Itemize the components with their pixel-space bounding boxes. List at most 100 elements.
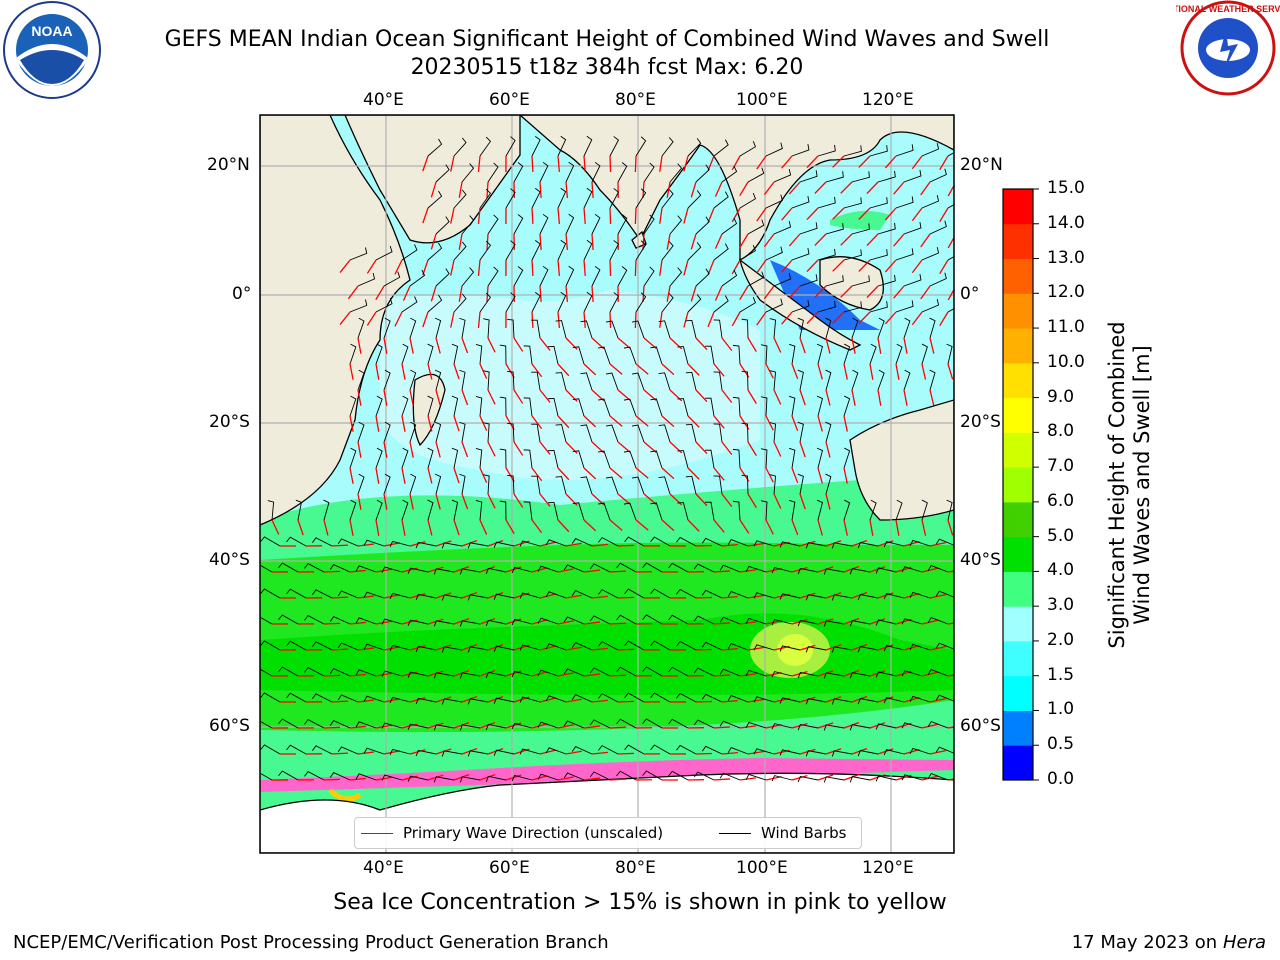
wind-barb (483, 474, 490, 495)
wave-direction-arrow (713, 467, 725, 481)
wind-barb (571, 590, 593, 599)
wave-direction-arrow (375, 724, 392, 729)
wave-direction-arrow (695, 493, 708, 507)
wind-barb (505, 292, 516, 313)
wind-barb (598, 398, 611, 417)
wind-barb (557, 187, 567, 209)
wave-direction-arrow (921, 723, 938, 729)
wind-barb (311, 641, 333, 651)
wind-barb (355, 721, 377, 729)
wind-barb (304, 615, 325, 625)
wave-direction-arrow (666, 181, 671, 198)
wind-barb (479, 136, 492, 157)
wind-barb (843, 145, 862, 157)
wind-barb (505, 188, 516, 209)
wind-barb (357, 473, 365, 495)
wind-barb (545, 643, 567, 651)
wind-barb (741, 318, 749, 339)
wind-barb (363, 539, 385, 547)
wind-barb (531, 423, 541, 443)
wave-direction-arrow (713, 363, 725, 377)
wind-barb (843, 249, 862, 261)
wave-direction-arrow (858, 311, 871, 324)
wave-direction-arrow (956, 390, 961, 405)
wave-direction-arrow (531, 415, 543, 430)
wind-barb (295, 499, 302, 521)
wave-direction-arrow (920, 181, 931, 196)
wind-barb (260, 772, 273, 781)
wave-direction-arrow (635, 363, 649, 375)
wind-barb (409, 269, 426, 287)
wind-barb (433, 724, 455, 731)
wave-direction-arrow (531, 567, 548, 573)
wind-barb (789, 499, 796, 521)
wave-direction-arrow (583, 519, 597, 532)
wind-barb (779, 541, 801, 548)
wind-barb (479, 188, 492, 209)
wind-barb (816, 447, 823, 469)
wave-direction-arrow (557, 311, 561, 328)
wind-barb (747, 167, 765, 183)
wave-direction-arrow (479, 669, 496, 677)
wave-direction-arrow (781, 155, 793, 169)
wave-direction-arrow (666, 285, 671, 302)
wind-barb (461, 215, 475, 235)
wind-barb (739, 244, 756, 261)
wave-direction-arrow (695, 389, 708, 403)
wind-barb (427, 499, 434, 521)
wave-direction-arrow (714, 233, 723, 249)
wind-barb (791, 195, 810, 209)
wave-direction-arrow (763, 285, 775, 300)
wind-barb (434, 317, 442, 339)
wave-direction-arrow (921, 567, 938, 573)
wind-barb (903, 169, 922, 183)
wave-direction-arrow (331, 648, 349, 651)
wind-barb (548, 449, 559, 469)
colorbar-tick-label: 7.0 (1047, 456, 1075, 477)
wind-barb (401, 499, 409, 521)
wind-barb (433, 620, 455, 627)
wave-direction-arrow (453, 519, 460, 536)
wave-direction-arrow (531, 467, 543, 482)
wind-barb (557, 239, 567, 261)
wave-direction-arrow (739, 233, 749, 249)
wave-direction-arrow (583, 207, 586, 225)
wave-direction-arrow (747, 594, 764, 599)
wave-direction-arrow (817, 618, 834, 625)
wind-barb (598, 693, 619, 703)
wave-direction-arrow (713, 726, 731, 729)
wind-barb (401, 296, 418, 313)
wave-direction-arrow (956, 338, 961, 353)
wind-barb (693, 563, 715, 573)
wind-barb (591, 265, 601, 287)
wind-barb (598, 502, 611, 521)
wind-barb (817, 248, 836, 261)
wave-direction-arrow (539, 233, 542, 251)
wave-direction-arrow (851, 643, 868, 651)
wind-barb (383, 317, 391, 339)
wind-barb (909, 695, 931, 703)
wind-barb (435, 216, 450, 235)
wind-barb (927, 669, 949, 677)
wind-barb (467, 594, 489, 601)
wind-barb (605, 424, 619, 443)
wave-direction-arrow (513, 389, 524, 404)
wind-barb (483, 370, 490, 391)
wind-barb (598, 589, 619, 599)
wind-barb (769, 318, 777, 339)
wind-barb (825, 317, 832, 339)
wind-barb (617, 214, 628, 235)
wind-barb (580, 424, 593, 443)
wave-direction-arrow (843, 415, 848, 432)
wave-direction-arrow (884, 311, 897, 325)
wave-direction-arrow (461, 441, 469, 458)
wave-direction-arrow (920, 233, 931, 248)
wave-direction-arrow (806, 155, 819, 169)
wave-direction-arrow (634, 207, 637, 225)
wind-barb (571, 538, 593, 547)
wind-barb (875, 619, 897, 626)
lon-label-top: 60°E (489, 90, 530, 110)
wave-direction-arrow (383, 493, 388, 510)
wave-direction-arrow (531, 723, 548, 729)
wind-barb (668, 770, 689, 781)
